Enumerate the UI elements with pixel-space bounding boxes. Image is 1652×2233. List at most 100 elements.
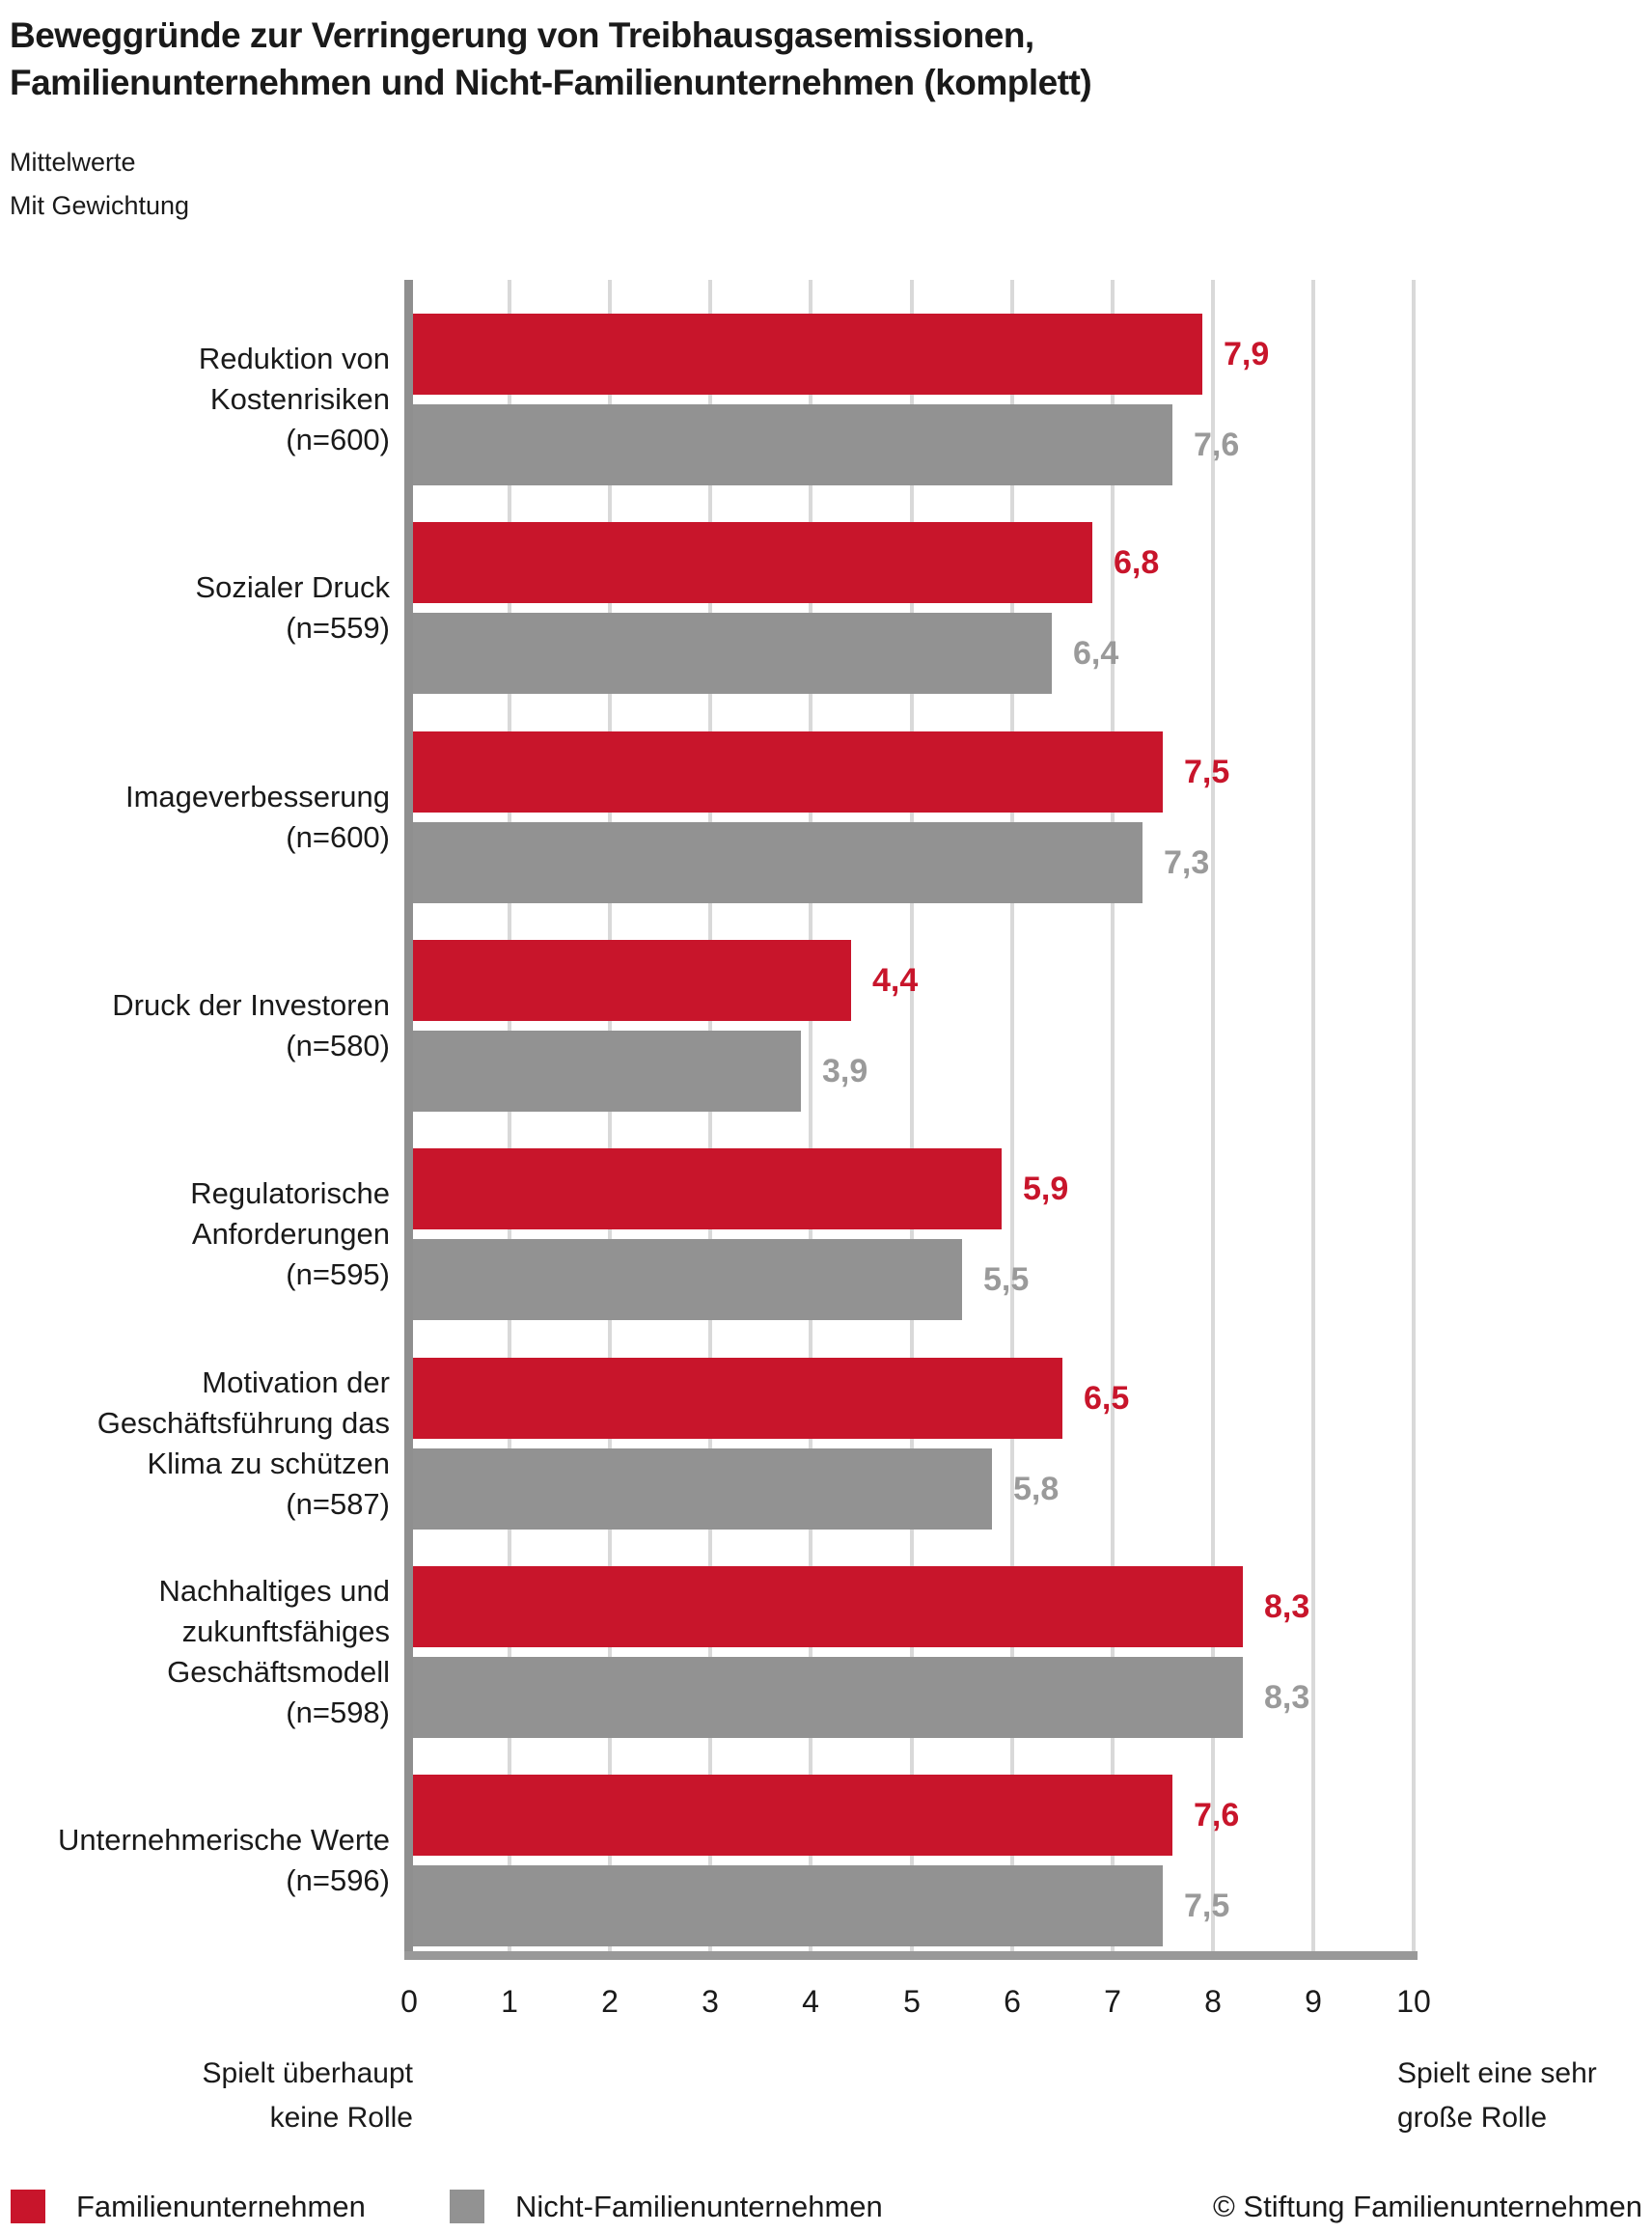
gridline-10: [1412, 280, 1416, 1951]
value-label-familienunternehmen: 7,5: [1184, 753, 1230, 790]
bar-nicht-familienunternehmen: [413, 613, 1052, 694]
gridline-5: [910, 280, 914, 1951]
value-label-nicht-familienunternehmen: 5,5: [983, 1260, 1030, 1298]
gridline-3: [708, 280, 712, 1951]
chart-subtitle: Mittelwerte Mit Gewichtung: [10, 141, 189, 228]
x-tick-label-1: 1: [501, 1984, 518, 2019]
bar-nicht-familienunternehmen: [413, 822, 1143, 903]
value-label-nicht-familienunternehmen: 7,3: [1164, 843, 1210, 881]
category-label-line: (n=559): [286, 611, 390, 645]
value-label-nicht-familienunternehmen: 7,6: [1194, 426, 1240, 463]
category-label-line: Geschäftsmodell: [167, 1655, 390, 1689]
value-label-nicht-familienunternehmen: 7,5: [1184, 1887, 1230, 1924]
category-label-4: Regulatorische Anforderungen (n=595): [0, 1148, 390, 1320]
category-label-line: Imageverbesserung: [125, 780, 390, 813]
category-label-line: Unternehmerische Werte: [57, 1823, 390, 1857]
gridline-6: [1010, 280, 1014, 1951]
category-label-line: Anforderungen: [191, 1217, 390, 1251]
value-label-familienunternehmen: 7,6: [1194, 1796, 1240, 1833]
bar-nicht-familienunternehmen: [413, 1448, 992, 1530]
category-label-line: Druck der Investoren: [112, 988, 390, 1022]
value-label-familienunternehmen: 5,9: [1023, 1170, 1069, 1207]
x-tick-label-4: 4: [802, 1984, 819, 2019]
bar-familienunternehmen: [413, 522, 1092, 603]
value-label-familienunternehmen: 8,3: [1264, 1587, 1310, 1625]
value-label-familienunternehmen: 4,4: [872, 961, 919, 999]
x-axis-label-min: Spielt überhaupt keine Rolle: [0, 2052, 414, 2140]
bar-nicht-familienunternehmen: [413, 1865, 1163, 1946]
x-axis-label-max-line1: Spielt eine sehr: [1397, 2057, 1597, 2089]
bar-nicht-familienunternehmen: [413, 404, 1172, 485]
chart-subtitle-line2: Mit Gewichtung: [10, 191, 190, 220]
category-label-line: (n=600): [286, 820, 390, 854]
bar-familienunternehmen: [413, 940, 851, 1021]
x-tick-label-9: 9: [1305, 1984, 1322, 2019]
category-label-line: (n=580): [286, 1029, 390, 1062]
x-tick-label-10: 10: [1396, 1984, 1431, 2019]
gridline-1: [508, 280, 511, 1951]
copyright-text: © Stiftung Familienunternehmen: [1212, 2190, 1642, 2223]
category-label-1: Sozialer Druck (n=559): [0, 522, 390, 694]
category-label-line: Kostenrisiken: [209, 382, 390, 416]
gridline-4: [809, 280, 812, 1951]
category-label-2: Imageverbesserung (n=600): [0, 731, 390, 903]
category-label-line: (n=587): [286, 1487, 390, 1521]
chart-title: Beweggründe zur Verringerung von Treibha…: [10, 12, 1092, 106]
x-axis-label-min-line2: keine Rolle: [269, 2102, 413, 2134]
value-label-familienunternehmen: 7,9: [1224, 335, 1270, 372]
category-label-5: Motivation der Geschäftsführung das Klima …: [0, 1358, 390, 1530]
value-label-nicht-familienunternehmen: 5,8: [1013, 1470, 1060, 1507]
category-label-6: Nachhaltiges und zukunftsfähiges Geschäfts…: [0, 1566, 390, 1738]
category-label-line: (n=598): [286, 1695, 390, 1729]
x-tick-label-8: 8: [1204, 1984, 1222, 2019]
bar-familienunternehmen: [413, 1358, 1062, 1439]
bar-familienunternehmen: [413, 314, 1202, 395]
category-label-line: Geschäftsführung das: [96, 1406, 390, 1440]
category-label-line: Motivation der: [202, 1365, 390, 1399]
x-axis-label-max: Spielt eine sehr große Rolle: [1397, 2052, 1597, 2140]
x-axis-label-max-line2: große Rolle: [1397, 2102, 1548, 2134]
category-label-3: Druck der Investoren (n=580): [0, 940, 390, 1112]
x-axis-label-min-line1: Spielt überhaupt: [202, 2057, 414, 2089]
value-label-nicht-familienunternehmen: 8,3: [1264, 1678, 1310, 1716]
chart-title-line2: Familienunternehmen und Nicht-Familienun…: [10, 63, 1092, 102]
x-axis-line: [404, 1951, 1418, 1960]
legend-swatch-familienunternehmen: [11, 2190, 45, 2223]
category-label-line: Reduktion von: [198, 342, 390, 375]
bar-nicht-familienunternehmen: [413, 1031, 801, 1112]
chart-subtitle-line1: Mittelwerte: [10, 148, 136, 177]
legend-label-nicht-familienunternehmen: Nicht-Familienunternehmen: [515, 2190, 883, 2223]
category-label-line: Sozialer Druck: [195, 570, 390, 604]
gridline-9: [1311, 280, 1315, 1951]
chart-title-line1: Beweggründe zur Verringerung von Treibha…: [10, 15, 1034, 55]
x-tick-label-3: 3: [702, 1984, 719, 2019]
gridline-7: [1111, 280, 1115, 1951]
value-label-familienunternehmen: 6,5: [1084, 1379, 1130, 1417]
bar-familienunternehmen: [413, 1566, 1243, 1647]
legend-swatch-nicht-familienunternehmen: [450, 2190, 484, 2223]
x-tick-label-0: 0: [400, 1984, 418, 2019]
value-label-nicht-familienunternehmen: 3,9: [822, 1052, 868, 1089]
bar-familienunternehmen: [413, 1148, 1002, 1229]
legend-label-familienunternehmen: Familienunternehmen: [76, 2190, 366, 2223]
category-label-line: (n=595): [286, 1257, 390, 1291]
bar-nicht-familienunternehmen: [413, 1657, 1243, 1738]
category-label-line: zukunftsfähiges: [181, 1614, 390, 1648]
x-tick-label-5: 5: [903, 1984, 921, 2019]
category-label-line: (n=600): [286, 423, 390, 456]
y-axis-line: [404, 280, 413, 1960]
category-label-7: Unternehmerische Werte (n=596): [0, 1775, 390, 1946]
bar-nicht-familienunternehmen: [413, 1239, 962, 1320]
bar-familienunternehmen: [413, 1775, 1172, 1856]
gridline-8: [1211, 280, 1215, 1951]
value-label-familienunternehmen: 6,8: [1114, 543, 1160, 581]
x-tick-label-6: 6: [1004, 1984, 1021, 2019]
x-tick-label-2: 2: [601, 1984, 619, 2019]
bar-familienunternehmen: [413, 731, 1163, 813]
x-tick-label-7: 7: [1104, 1984, 1121, 2019]
category-label-0: Reduktion von Kostenrisiken (n=600): [0, 314, 390, 485]
category-label-line: Nachhaltiges und: [158, 1574, 390, 1608]
category-label-line: Regulatorische: [190, 1176, 390, 1210]
gridline-2: [608, 280, 612, 1951]
